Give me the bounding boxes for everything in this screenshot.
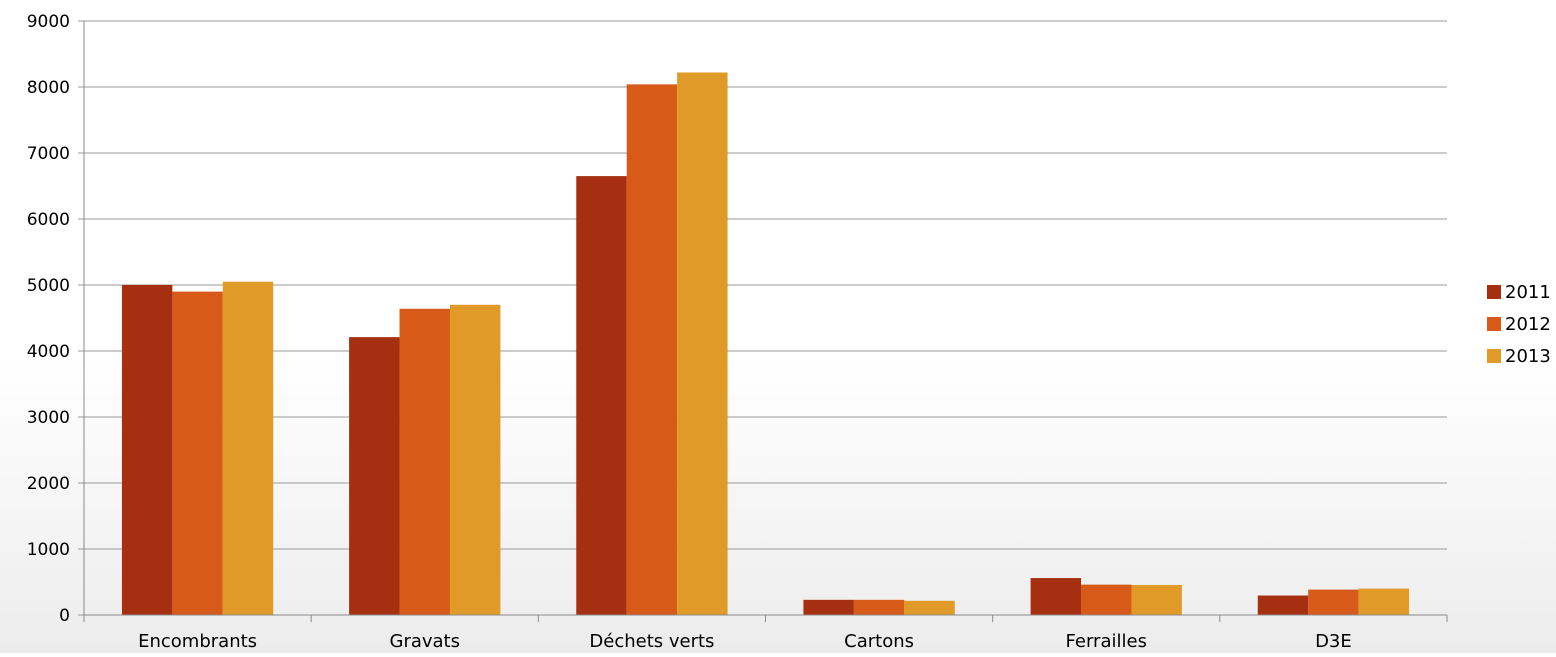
bar-2012-ferrailles (1081, 584, 1132, 615)
y-tick-label: 4000 (27, 342, 70, 362)
legend-swatch-2011 (1487, 285, 1501, 299)
gridlines (78, 20, 1447, 616)
bar-2013-déchets-verts (677, 72, 728, 616)
bar-2013-encombrants (222, 281, 274, 615)
bars (121, 72, 1410, 616)
y-tick-label: 3000 (27, 408, 70, 428)
x-category-label: D3E (1315, 631, 1352, 652)
y-tick-label: 1000 (27, 540, 70, 560)
legend: 2011 2012 2013 (1487, 282, 1551, 367)
legend-swatch-2013 (1487, 349, 1501, 363)
y-tick-label: 0 (59, 606, 70, 626)
y-tick-label: 2000 (27, 474, 70, 494)
x-category-label: Cartons (844, 631, 914, 652)
bar-2013-cartons (904, 600, 955, 615)
bar-2011-ferrailles (1030, 578, 1082, 615)
legend-label-2012: 2012 (1505, 314, 1551, 335)
y-tick-label: 8000 (27, 78, 70, 98)
x-category-label: Encombrants (138, 631, 257, 652)
x-category-label: Ferrailles (1066, 631, 1147, 652)
bar-2013-ferrailles (1131, 584, 1182, 615)
bar-2013-d3e (1358, 588, 1410, 615)
bar-2011-encombrants (121, 285, 173, 615)
bar-2013-gravats (449, 304, 501, 615)
y-tick-label: 5000 (27, 276, 70, 296)
bar-2012-encombrants (172, 291, 223, 615)
bar-2012-cartons (853, 599, 905, 615)
bar-2011-d3e (1257, 595, 1309, 615)
bar-2012-gravats (399, 308, 450, 615)
x-category-label: Déchets verts (589, 631, 714, 652)
legend-swatch-2012 (1487, 317, 1501, 331)
x-category-label: Gravats (390, 631, 461, 652)
legend-label-2011: 2011 (1505, 282, 1551, 303)
axes: 0 1000 2000 3000 4000 5000 6000 7000 8000 9000 Enc… (27, 12, 1448, 652)
y-tick-label: 9000 (27, 12, 70, 32)
y-tick-label: 6000 (27, 210, 70, 230)
bar-2011-cartons (803, 599, 854, 615)
bar-2012-déchets-verts (626, 84, 678, 616)
legend-label-2013: 2013 (1505, 346, 1551, 367)
y-tick-label: 7000 (27, 144, 70, 164)
bar-2011-déchets-verts (576, 176, 627, 615)
bar-2012-d3e (1308, 589, 1359, 615)
bar-2011-gravats (349, 337, 400, 615)
